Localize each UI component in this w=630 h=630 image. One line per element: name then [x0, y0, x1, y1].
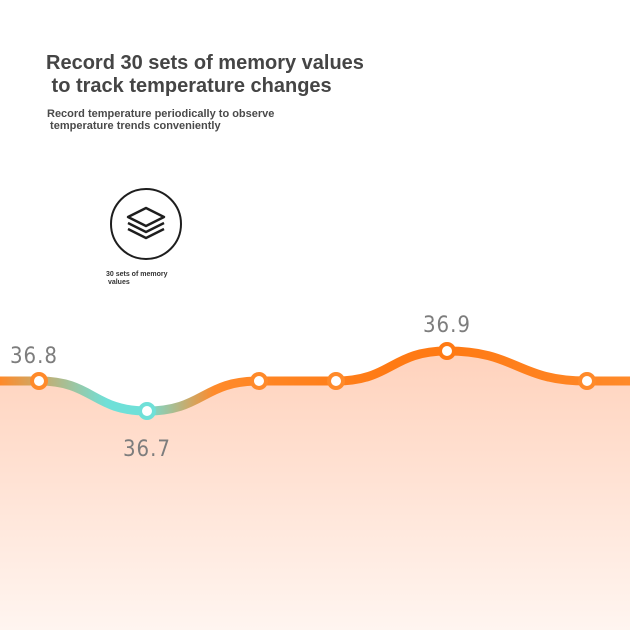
data-point-6	[578, 372, 596, 390]
data-label-2: 36.7	[123, 437, 171, 462]
data-label-1: 36.8	[10, 344, 58, 369]
headline: Record 30 sets of memory values to track…	[46, 52, 364, 97]
memory-feature-badge	[110, 188, 182, 260]
memory-feature-label: 30 sets of memory values	[106, 271, 168, 286]
layers-icon	[126, 206, 166, 240]
data-point-5	[438, 342, 456, 360]
chart-area-fill	[0, 351, 630, 630]
data-point-2	[138, 402, 156, 420]
data-label-5: 36.9	[423, 313, 471, 338]
data-point-4	[327, 372, 345, 390]
data-point-1	[30, 372, 48, 390]
temperature-trend-line	[0, 346, 630, 416]
data-point-3	[250, 372, 268, 390]
subheadline: Record temperature periodically to obser…	[47, 108, 275, 132]
